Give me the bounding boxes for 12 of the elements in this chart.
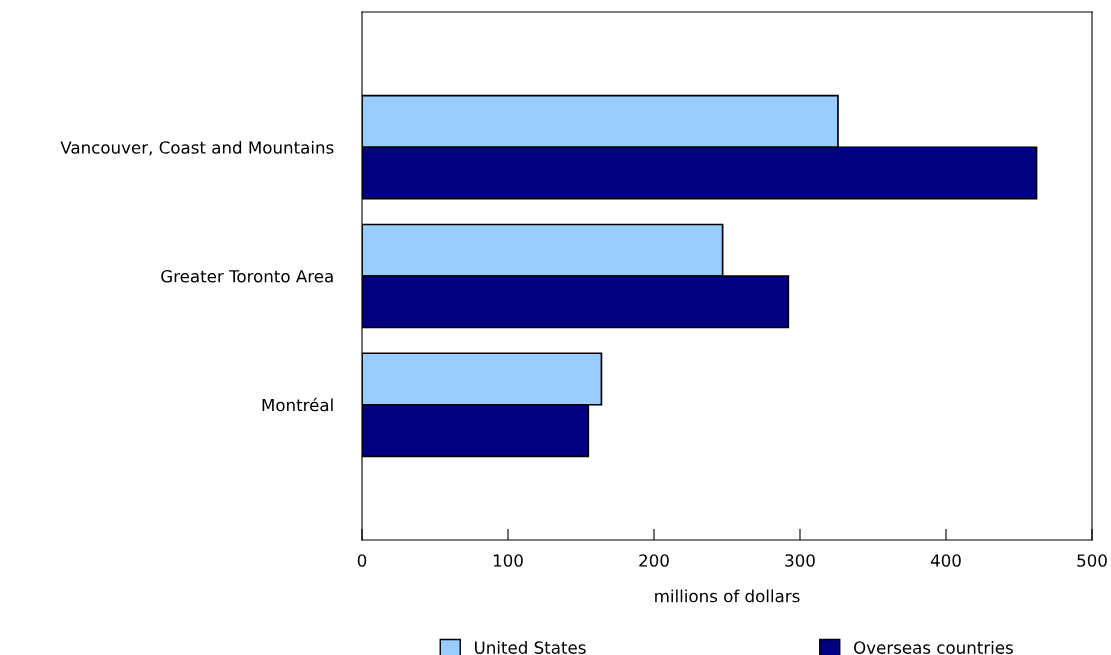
x-tick-label: 200 bbox=[639, 554, 669, 567]
y-tick-label: Vancouver, Coast and Mountains bbox=[60, 140, 334, 156]
x-tick-label: 300 bbox=[785, 554, 815, 567]
x-axis-title: millions of dollars bbox=[655, 589, 800, 603]
y-tick-label: Montréal bbox=[262, 397, 333, 412]
x-tick-label: 500 bbox=[1077, 554, 1107, 567]
x-tick-label: 100 bbox=[493, 554, 523, 567]
legend-label: United States bbox=[475, 640, 586, 654]
y-tick-label: Greater Toronto Area bbox=[161, 269, 333, 283]
x-tick-label: 400 bbox=[930, 554, 961, 567]
legend-label: Overseas countries bbox=[854, 640, 1013, 654]
x-tick-label: 0 bbox=[357, 554, 367, 567]
